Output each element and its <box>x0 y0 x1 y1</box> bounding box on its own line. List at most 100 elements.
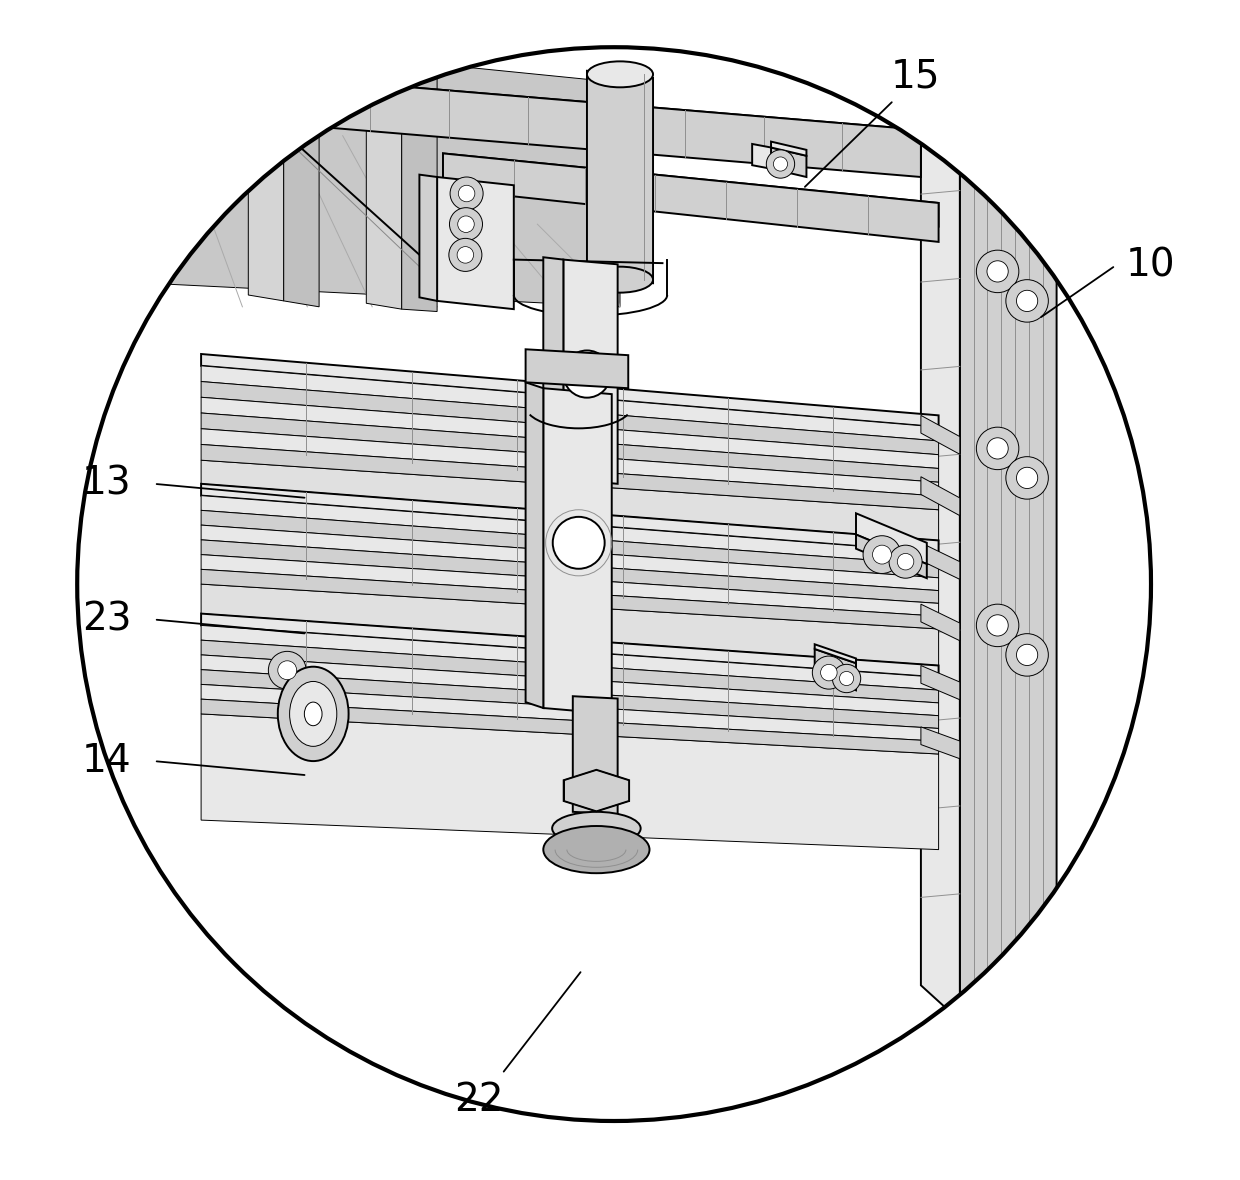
Polygon shape <box>573 696 618 814</box>
Circle shape <box>766 150 795 178</box>
Text: 22: 22 <box>454 1081 503 1119</box>
Polygon shape <box>201 445 939 510</box>
Circle shape <box>821 664 837 681</box>
Polygon shape <box>815 649 856 690</box>
Polygon shape <box>443 153 939 242</box>
Polygon shape <box>856 535 926 578</box>
Polygon shape <box>201 540 939 603</box>
Polygon shape <box>443 153 939 227</box>
Polygon shape <box>564 769 629 812</box>
Circle shape <box>1017 644 1038 666</box>
Polygon shape <box>771 142 806 156</box>
Circle shape <box>987 261 1008 282</box>
Polygon shape <box>856 513 926 564</box>
Polygon shape <box>753 144 771 169</box>
Polygon shape <box>201 614 939 677</box>
Polygon shape <box>526 349 629 388</box>
Circle shape <box>832 664 861 693</box>
Ellipse shape <box>552 812 641 845</box>
Circle shape <box>1006 457 1048 499</box>
Polygon shape <box>587 71 653 283</box>
Polygon shape <box>543 388 611 714</box>
Polygon shape <box>201 525 939 591</box>
Polygon shape <box>771 148 806 177</box>
Circle shape <box>976 427 1019 470</box>
Polygon shape <box>201 584 939 666</box>
Polygon shape <box>526 382 543 708</box>
Polygon shape <box>201 496 939 565</box>
Polygon shape <box>402 59 436 312</box>
Circle shape <box>449 208 482 241</box>
Circle shape <box>563 350 610 398</box>
Polygon shape <box>201 398 939 468</box>
Circle shape <box>889 545 923 578</box>
Ellipse shape <box>587 267 653 293</box>
Circle shape <box>450 177 484 210</box>
Polygon shape <box>563 260 618 484</box>
Circle shape <box>77 47 1151 1121</box>
Polygon shape <box>419 175 436 301</box>
Circle shape <box>278 661 296 680</box>
Circle shape <box>774 157 787 171</box>
Ellipse shape <box>543 826 650 873</box>
Circle shape <box>459 185 475 202</box>
Text: 15: 15 <box>890 58 940 96</box>
Circle shape <box>268 651 306 689</box>
Text: 23: 23 <box>82 601 131 638</box>
Polygon shape <box>543 257 563 479</box>
Circle shape <box>458 247 474 263</box>
Ellipse shape <box>587 61 653 87</box>
Circle shape <box>987 615 1008 636</box>
Circle shape <box>458 216 474 232</box>
Polygon shape <box>201 366 939 441</box>
Text: 10: 10 <box>1126 247 1176 284</box>
Ellipse shape <box>304 702 322 726</box>
Polygon shape <box>201 570 939 629</box>
Polygon shape <box>436 177 513 309</box>
Polygon shape <box>201 655 939 715</box>
Circle shape <box>863 536 900 573</box>
Polygon shape <box>815 644 856 663</box>
Polygon shape <box>201 354 939 427</box>
Polygon shape <box>921 106 960 171</box>
Polygon shape <box>201 684 939 741</box>
Polygon shape <box>201 641 939 703</box>
Polygon shape <box>201 428 939 496</box>
Polygon shape <box>148 35 620 307</box>
Polygon shape <box>213 71 921 153</box>
Polygon shape <box>921 604 960 641</box>
Circle shape <box>812 656 846 689</box>
Text: 13: 13 <box>82 465 131 503</box>
Polygon shape <box>201 670 939 728</box>
Polygon shape <box>921 543 960 579</box>
Polygon shape <box>201 510 939 578</box>
Polygon shape <box>284 41 319 307</box>
Polygon shape <box>921 727 960 759</box>
Polygon shape <box>201 699 939 754</box>
Circle shape <box>1017 290 1038 312</box>
Polygon shape <box>921 106 960 1021</box>
Ellipse shape <box>278 667 348 761</box>
Polygon shape <box>921 477 960 516</box>
Polygon shape <box>201 555 939 616</box>
Circle shape <box>449 238 482 271</box>
Circle shape <box>873 545 892 564</box>
Polygon shape <box>213 71 921 177</box>
Polygon shape <box>201 381 939 454</box>
Text: 14: 14 <box>82 742 131 780</box>
Polygon shape <box>201 625 939 690</box>
Polygon shape <box>248 35 284 301</box>
Polygon shape <box>201 460 939 540</box>
Circle shape <box>987 438 1008 459</box>
Circle shape <box>898 553 914 570</box>
Ellipse shape <box>290 682 337 747</box>
Polygon shape <box>201 484 939 552</box>
Circle shape <box>839 671 853 686</box>
Circle shape <box>976 604 1019 647</box>
Circle shape <box>1006 634 1048 676</box>
Circle shape <box>553 517 605 569</box>
Polygon shape <box>960 142 1056 1021</box>
Circle shape <box>976 250 1019 293</box>
Polygon shape <box>201 413 939 483</box>
Polygon shape <box>366 53 402 309</box>
